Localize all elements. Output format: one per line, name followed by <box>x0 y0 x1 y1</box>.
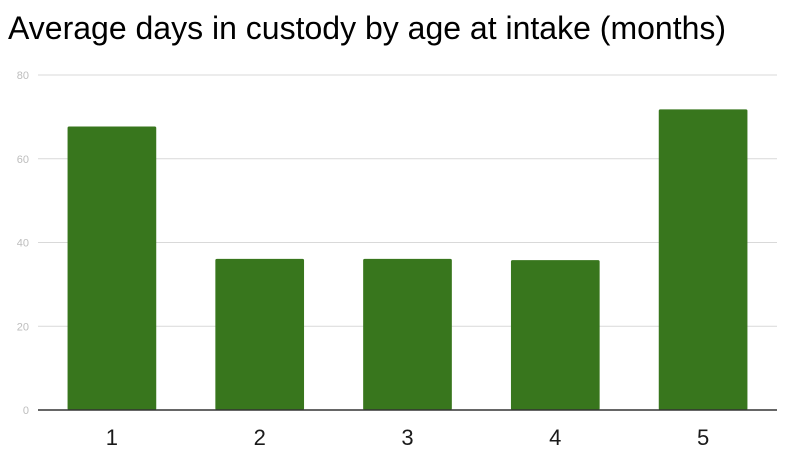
gridlines <box>38 74 777 327</box>
x-axis-ticks: 1 2 3 4 5 <box>106 425 709 450</box>
y-tick-label: 20 <box>17 321 29 333</box>
bar-2 <box>215 258 305 410</box>
bar-1 <box>67 126 157 410</box>
bars <box>67 109 748 411</box>
chart-title: Average days in custody by age at intake… <box>8 10 727 46</box>
x-tick-label: 1 <box>106 425 118 450</box>
y-tick-label: 60 <box>17 154 29 166</box>
y-tick-label: 80 <box>17 70 29 82</box>
x-tick-label: 3 <box>401 425 413 450</box>
bar-5 <box>658 109 748 411</box>
bar-3 <box>363 258 452 410</box>
y-tick-label: 0 <box>23 405 29 417</box>
x-tick-label: 5 <box>697 425 709 450</box>
y-tick-label: 40 <box>17 238 29 250</box>
x-tick-label: 4 <box>549 425 561 450</box>
bar-4 <box>510 260 600 410</box>
y-axis-ticks: 0 20 40 60 80 <box>17 70 29 417</box>
x-tick-label: 2 <box>254 425 266 450</box>
